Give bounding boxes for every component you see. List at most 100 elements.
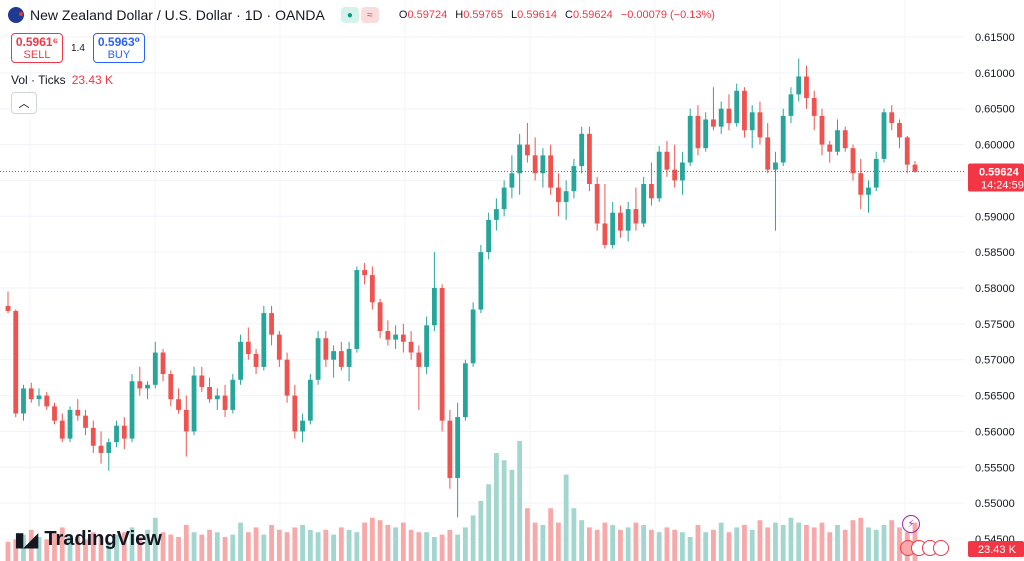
candle-body [788,94,794,116]
candle-body [548,155,554,188]
volume-bar [439,534,445,561]
volume-bar [230,534,236,561]
volume-bar [641,525,647,561]
chevron-up-icon: ︿ [18,98,30,110]
collapse-legend-button[interactable]: ︿ [11,92,37,114]
volume-bar [563,474,569,561]
volume-legend-label: Vol · Ticks [11,73,66,87]
candle-body [439,288,445,421]
volume-bar [137,537,143,561]
market-status-group: ● ≈ [340,7,379,23]
tradingview-logo[interactable]: ▮◢ TradingView [14,527,162,552]
candle-body [625,209,631,231]
candle-body [897,123,902,138]
candle-body [850,148,856,174]
candle-body [555,187,561,202]
price-tick-label: 0.58000 [975,283,1015,295]
volume-bar [261,534,267,561]
candle-body [245,341,251,354]
volume-bar [90,532,96,561]
symbol-title[interactable]: New Zealand Dollar / U.S. Dollar · 1D · … [30,7,325,23]
volume-bar [377,520,383,561]
price-tick-label: 0.57500 [975,319,1015,331]
candle-body [230,379,236,410]
volume-bar [129,527,135,561]
volume-bar [881,525,887,561]
candle-body [866,187,871,195]
volume-bar [625,527,631,561]
candle-body [757,112,763,138]
candle-body [338,351,344,367]
volume-bar [300,525,305,561]
volume-bar [331,534,336,561]
volume-bar [718,522,724,561]
volume-bar [555,522,561,561]
volume-bar [509,469,515,561]
volume-bar [214,532,220,561]
volume-bar [656,532,662,561]
buy-button[interactable]: 0.5963⁰ BUY [92,33,145,63]
sell-label: SELL [23,49,51,61]
economic-events[interactable] [900,540,949,556]
buy-label: BUY [107,49,131,61]
candle-body [199,375,205,387]
candle-body [253,353,259,367]
volume-bar [587,527,592,561]
data-delay-icon[interactable]: ≈ [360,7,379,23]
candle-body [346,348,352,367]
volume-badge-bg [968,541,1024,557]
volume-bar [338,527,344,561]
candle-body [362,270,368,276]
lightning-icon[interactable]: ⚡ [902,515,920,533]
candle-body [455,417,461,479]
candle-body [462,363,468,418]
candle-body [501,187,507,210]
market-open-icon[interactable]: ● [340,7,359,23]
nz-us-flag-icon [8,7,24,23]
candle-body [509,173,515,188]
candle-body [602,223,608,245]
candle-body [827,144,833,152]
candle-body [21,388,26,414]
volume-bar [292,527,298,561]
volume-bar [579,520,585,561]
volume-bar [145,529,150,561]
candle-body [524,144,530,156]
change-value: −0.00079 (−0.13%) [620,9,715,21]
volume-bar [28,529,34,561]
candle-body [587,133,592,185]
volume-badge: 23.43 K [968,541,1024,557]
price-tick-label: 0.56500 [975,391,1015,403]
candle-body [67,409,73,439]
volume-bar [742,525,747,561]
candle-body [28,388,34,400]
volume-bar [408,529,414,561]
candle-body [447,420,453,479]
volume-bar [594,529,600,561]
volume-bar [455,534,461,561]
price-tick-label: 0.57000 [975,355,1015,367]
volume-bar [238,522,243,561]
candle-body [780,115,786,163]
candle-body [261,313,267,367]
candle-body [331,351,336,360]
price-tick-label: 0.61500 [975,32,1015,44]
sell-button[interactable]: 0.5961⁶ SELL [11,33,63,63]
tradingview-mark-icon: ▮◢ [14,529,38,551]
volume-legend[interactable]: Vol · Ticks 23.43 K [11,73,113,87]
volume-bar [52,532,57,561]
candle-body [400,334,406,342]
event-marker-icon[interactable] [933,540,949,556]
candle-body [703,119,709,149]
candle-body [176,399,181,410]
candle-body [300,420,305,432]
volume-bar [98,537,104,561]
volume-bar [369,517,375,561]
price-axis: 0.615000.610000.605000.600000.595000.590… [975,32,1015,546]
volume-bar [866,527,871,561]
candle-body [183,409,189,432]
volume-bar [540,525,546,561]
volume-bar [21,534,26,561]
candle-body [238,341,243,380]
